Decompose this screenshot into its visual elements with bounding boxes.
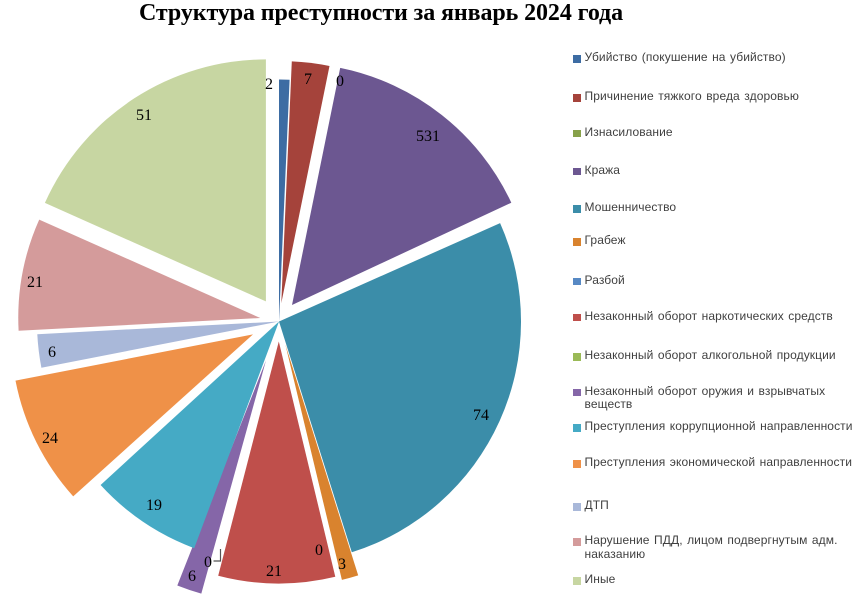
svg-text:7: 7 xyxy=(304,71,312,88)
svg-text:0: 0 xyxy=(336,73,344,90)
svg-text:51: 51 xyxy=(136,107,152,124)
svg-text:24: 24 xyxy=(42,430,58,447)
svg-text:2: 2 xyxy=(265,76,273,93)
svg-text:0: 0 xyxy=(204,554,212,571)
svg-text:3: 3 xyxy=(338,556,346,573)
svg-text:6: 6 xyxy=(48,344,56,361)
svg-text:21: 21 xyxy=(27,274,43,291)
svg-text:74: 74 xyxy=(473,407,489,424)
svg-text:0: 0 xyxy=(315,542,323,559)
svg-text:19: 19 xyxy=(146,497,162,514)
svg-text:21: 21 xyxy=(266,563,282,580)
svg-text:531: 531 xyxy=(416,128,440,145)
svg-text:6: 6 xyxy=(188,568,196,585)
